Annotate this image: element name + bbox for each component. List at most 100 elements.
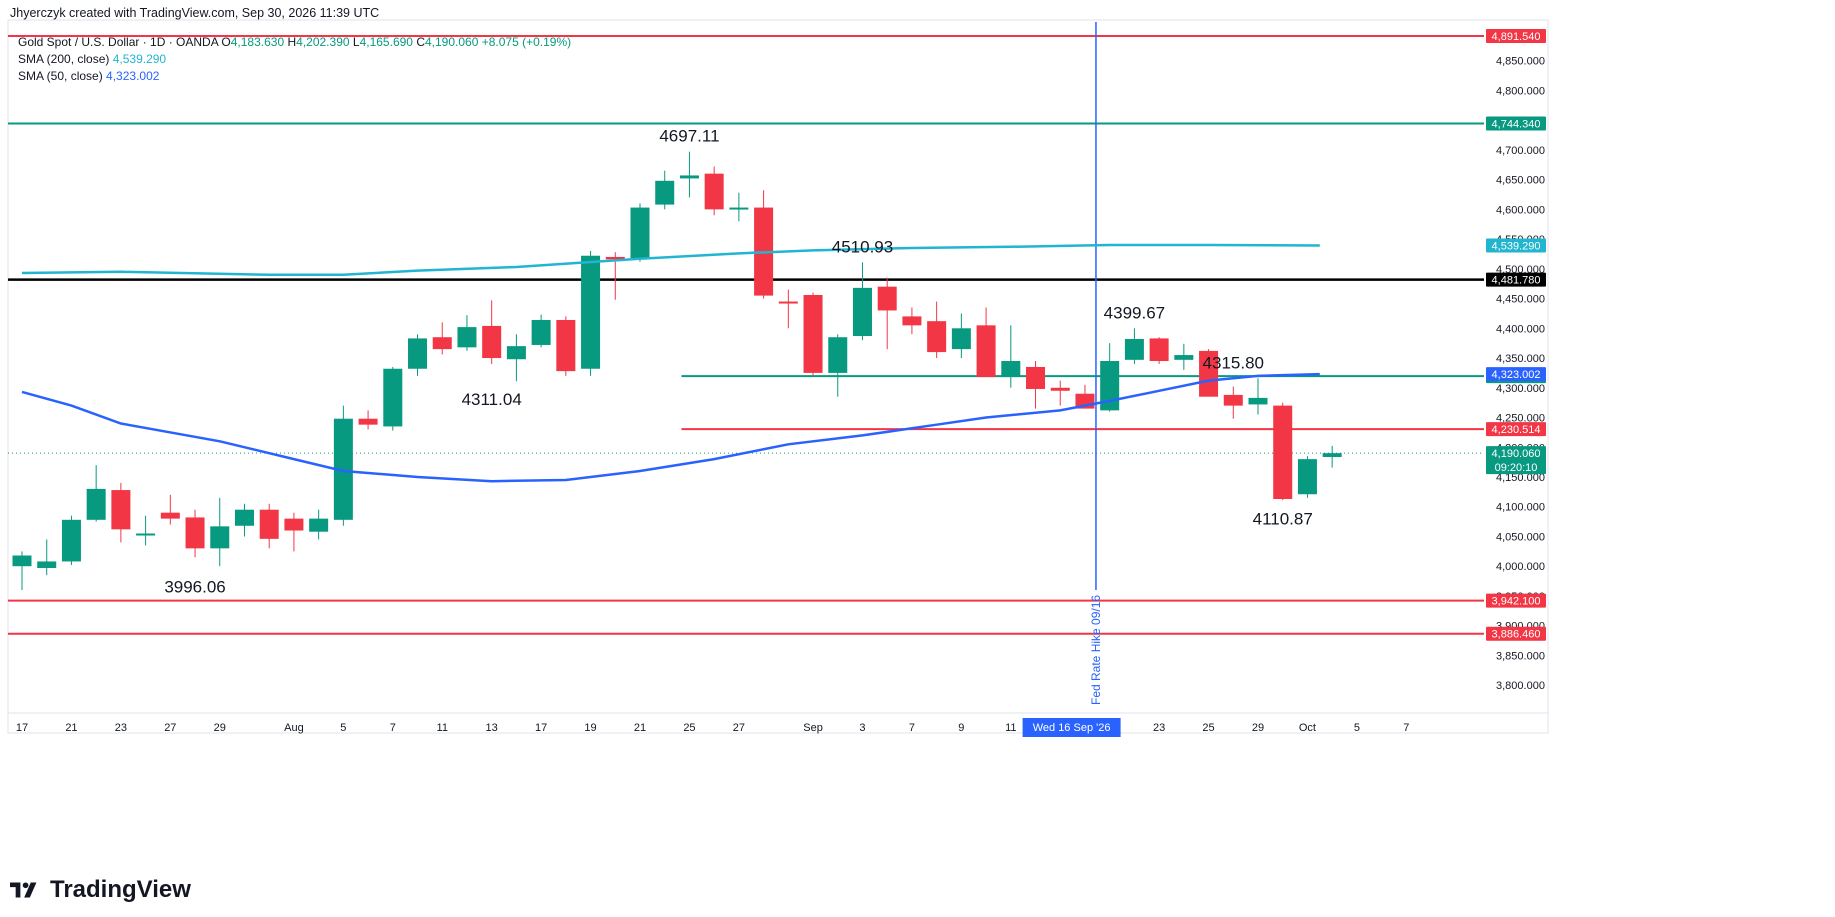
price-tag-label: 4,323.002 <box>1492 369 1541 381</box>
candle <box>1026 361 1046 409</box>
candle <box>927 301 947 359</box>
close-value: 4,190.060 <box>424 35 479 49</box>
candle-body <box>655 180 675 205</box>
candle <box>902 307 922 335</box>
low-label: L <box>352 35 360 49</box>
candle <box>111 482 131 543</box>
time-tick-label: Sep <box>803 722 823 734</box>
price-tag-label: 4,481.780 <box>1492 275 1541 287</box>
candle-body <box>234 509 254 526</box>
candle-body <box>383 368 403 427</box>
candle-body <box>1001 361 1021 378</box>
candle-body <box>111 490 131 530</box>
time-tick-label: Aug <box>284 722 304 734</box>
price-tag-box <box>1486 116 1546 131</box>
price-tag: 4,539.290 <box>1486 238 1546 253</box>
candle <box>259 503 279 549</box>
candle <box>1322 445 1342 468</box>
candle-body <box>1100 361 1120 411</box>
time-tick-label: 29 <box>214 722 226 734</box>
price-tick-label: 4,100.000 <box>1496 502 1545 514</box>
price-tag-box <box>1486 272 1546 287</box>
candle <box>234 503 254 537</box>
time-tick-label: 3 <box>859 722 865 734</box>
candle <box>1149 337 1169 364</box>
candle-body <box>1174 355 1194 360</box>
candle-body <box>1199 350 1219 397</box>
candle <box>828 334 848 397</box>
candle <box>1199 349 1219 397</box>
price-tag-box <box>1486 238 1546 253</box>
candle-body <box>1149 338 1169 362</box>
time-tick-label: 27 <box>733 722 745 734</box>
time-tick-label: 25 <box>683 722 695 734</box>
tradingview-logo-icon <box>10 882 37 898</box>
sma200-line <box>21 243 1320 277</box>
candle <box>358 410 378 430</box>
candle-body <box>1223 394 1243 406</box>
price-tag-box <box>1486 446 1546 475</box>
candle-body <box>61 519 81 562</box>
price-annotations: 4697.11 4510.93 4399.67 4315.80 4311.04 3996.… <box>164 127 1313 597</box>
candle-body <box>506 346 526 360</box>
candle <box>581 250 601 376</box>
price-tick-label: 4,150.000 <box>1496 472 1545 484</box>
price-tag: 4,481.780 <box>1486 272 1546 287</box>
sma50-row[interactable]: SMA (50, close) 4,323.002 <box>18 68 571 85</box>
price-tick-label: 4,000.000 <box>1496 561 1545 573</box>
candle-body <box>902 316 922 326</box>
candle <box>37 539 57 576</box>
candle-body <box>284 518 304 531</box>
candle <box>12 551 32 590</box>
time-tick-label: 27 <box>164 722 176 734</box>
price-tag-label: 4,539.290 <box>1492 240 1541 252</box>
candle-body <box>457 327 477 348</box>
price-tick-label: 4,300.000 <box>1496 383 1545 395</box>
candle <box>61 515 81 566</box>
candle-body <box>185 517 205 549</box>
price-tick-label: 4,600.000 <box>1496 204 1545 216</box>
symbol-title[interactable]: Gold Spot / U.S. Dollar · 1D · OANDA <box>18 35 219 49</box>
price-tag-box <box>1486 28 1546 43</box>
candle-body <box>630 207 650 259</box>
candle <box>136 515 156 546</box>
sma200-row[interactable]: SMA (200, close) 4,539.290 <box>18 51 571 68</box>
candle <box>284 512 304 552</box>
time-tick-label: 13 <box>486 722 498 734</box>
candle <box>877 277 897 350</box>
price-tag-label: 4,744.340 <box>1492 119 1541 131</box>
time-tick-label: 19 <box>584 722 596 734</box>
price-annotation: 3996.06 <box>164 578 225 597</box>
candle <box>383 366 403 431</box>
price-tick-label: 3,850.000 <box>1496 650 1545 662</box>
price-tag-label: 4,891.540 <box>1492 31 1541 43</box>
candle-body <box>852 287 872 337</box>
candle <box>1248 378 1268 415</box>
sma200-label: SMA (200, close) <box>18 52 110 66</box>
price-axis: 3,800.0003,850.0003,900.0003,950.0004,00… <box>1486 28 1546 692</box>
sma50-label: SMA (50, close) <box>18 69 103 83</box>
candle-body <box>951 328 971 350</box>
candle <box>86 465 106 522</box>
time-tick-label: 23 <box>1153 722 1165 734</box>
price-tick-label: 4,400.000 <box>1496 323 1545 335</box>
time-tick-label: 23 <box>115 722 127 734</box>
price-tick-label: 4,800.000 <box>1496 85 1545 97</box>
candle-body <box>581 255 601 369</box>
time-tick-label: 29 <box>1252 722 1264 734</box>
chart-grid <box>7 19 1549 734</box>
price-tick-label: 4,050.000 <box>1496 531 1545 543</box>
candle <box>457 315 477 351</box>
candle-body <box>358 418 378 425</box>
candle-body <box>1273 405 1293 499</box>
change-value: +8.075 (+0.19%) <box>481 35 572 49</box>
price-tag-label: 3,886.460 <box>1492 629 1541 641</box>
candle-body <box>160 512 180 519</box>
price-tick-label: 4,850.000 <box>1496 56 1545 68</box>
time-tick-label: 7 <box>390 722 396 734</box>
candle-body <box>210 526 230 549</box>
time-tick-label: 25 <box>1202 722 1214 734</box>
candle-body <box>12 555 32 567</box>
tradingview-brand[interactable]: TradingView <box>10 876 191 904</box>
